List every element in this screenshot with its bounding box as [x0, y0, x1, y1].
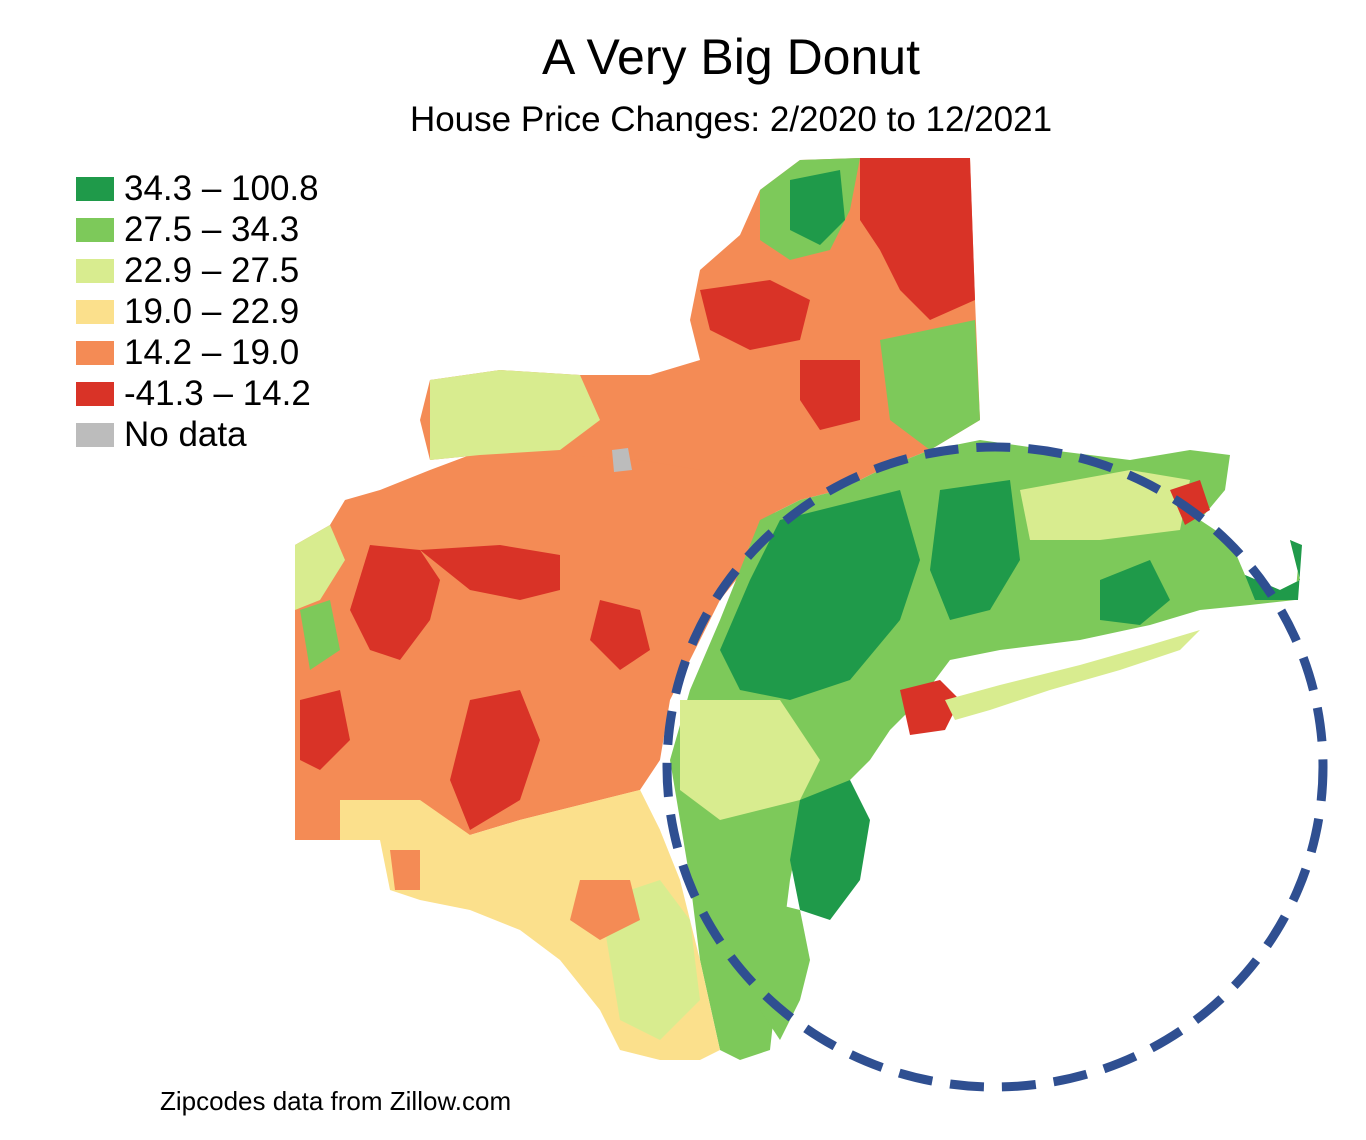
- region-pennsylvania-base: [295, 450, 780, 840]
- legend-label: 22.9 – 27.5: [124, 251, 300, 290]
- region-upstate-red-c: [800, 360, 860, 430]
- region-upstate-red-ne: [860, 158, 975, 320]
- legend-swatch: [76, 299, 114, 324]
- map-title: A Very Big Donut: [541, 29, 920, 85]
- legend-swatch: [76, 258, 114, 283]
- region-upstate-green-e: [880, 320, 980, 450]
- region-upstate-nodata: [612, 448, 632, 472]
- legend-label: No data: [124, 415, 247, 454]
- source-note: Zipcodes data from Zillow.com: [160, 1086, 512, 1116]
- legend-swatch: [76, 422, 114, 447]
- legend-swatch: [76, 176, 114, 201]
- southern-region: [380, 790, 720, 1060]
- region-nj-green-south: [760, 900, 810, 1040]
- legend-item: 22.9 – 27.5: [76, 250, 319, 291]
- region-red-patch-4: [300, 690, 350, 770]
- legend-item: 19.0 – 22.9: [76, 291, 319, 332]
- region-east-dkgreen-ri: [1100, 560, 1170, 625]
- legend-label: 14.2 – 19.0: [124, 333, 300, 372]
- legend-item: 27.5 – 34.3: [76, 209, 319, 250]
- region-nyc-red: [900, 680, 960, 735]
- region-lightgreen-w: [295, 525, 345, 610]
- region-south-orange: [570, 880, 640, 940]
- legend-swatch: [76, 217, 114, 242]
- legend-item: -41.3 – 14.2: [76, 373, 319, 414]
- region-east-dkgreen-ct: [930, 480, 1020, 620]
- legend-label: 27.5 – 34.3: [124, 210, 300, 249]
- region-nj-lightgreen: [680, 700, 820, 820]
- legend: 34.3 – 100.8 27.5 – 34.3 22.9 – 27.5 19.…: [76, 168, 319, 455]
- legend-item-no-data: No data: [76, 414, 319, 455]
- region-upstate-red-mid: [700, 280, 810, 350]
- region-green-w: [300, 600, 340, 670]
- region-red-patch-1: [350, 545, 440, 660]
- region-south-orange-w: [390, 850, 420, 890]
- region-red-patch-3: [420, 545, 560, 600]
- legend-label: 34.3 – 100.8: [124, 169, 319, 208]
- legend-label: -41.3 – 14.2: [124, 374, 311, 413]
- donut-annotation-circle: [662, 442, 1328, 1092]
- legend-swatch: [76, 340, 114, 365]
- legend-label: 19.0 – 22.9: [124, 292, 300, 331]
- eastern-region: [670, 440, 1302, 1060]
- region-red-patch-2: [450, 690, 540, 830]
- map-subtitle: House Price Changes: 2/2020 to 12/2021: [409, 100, 1053, 139]
- legend-item: 34.3 – 100.8: [76, 168, 319, 209]
- region-nj-dkgreen: [790, 780, 870, 920]
- region-upstate-lightgreen: [430, 370, 600, 460]
- region-upstate-dkgreen-north: [790, 170, 845, 245]
- upstate-region: [420, 158, 980, 520]
- western-region: [295, 450, 780, 860]
- legend-swatch: [76, 381, 114, 406]
- legend-item: 14.2 – 19.0: [76, 332, 319, 373]
- region-east-dkgreen-hudson: [720, 490, 920, 700]
- region-long-island: [945, 630, 1200, 720]
- region-yellow-sw: [340, 800, 470, 840]
- region-red-patch-5: [590, 600, 650, 670]
